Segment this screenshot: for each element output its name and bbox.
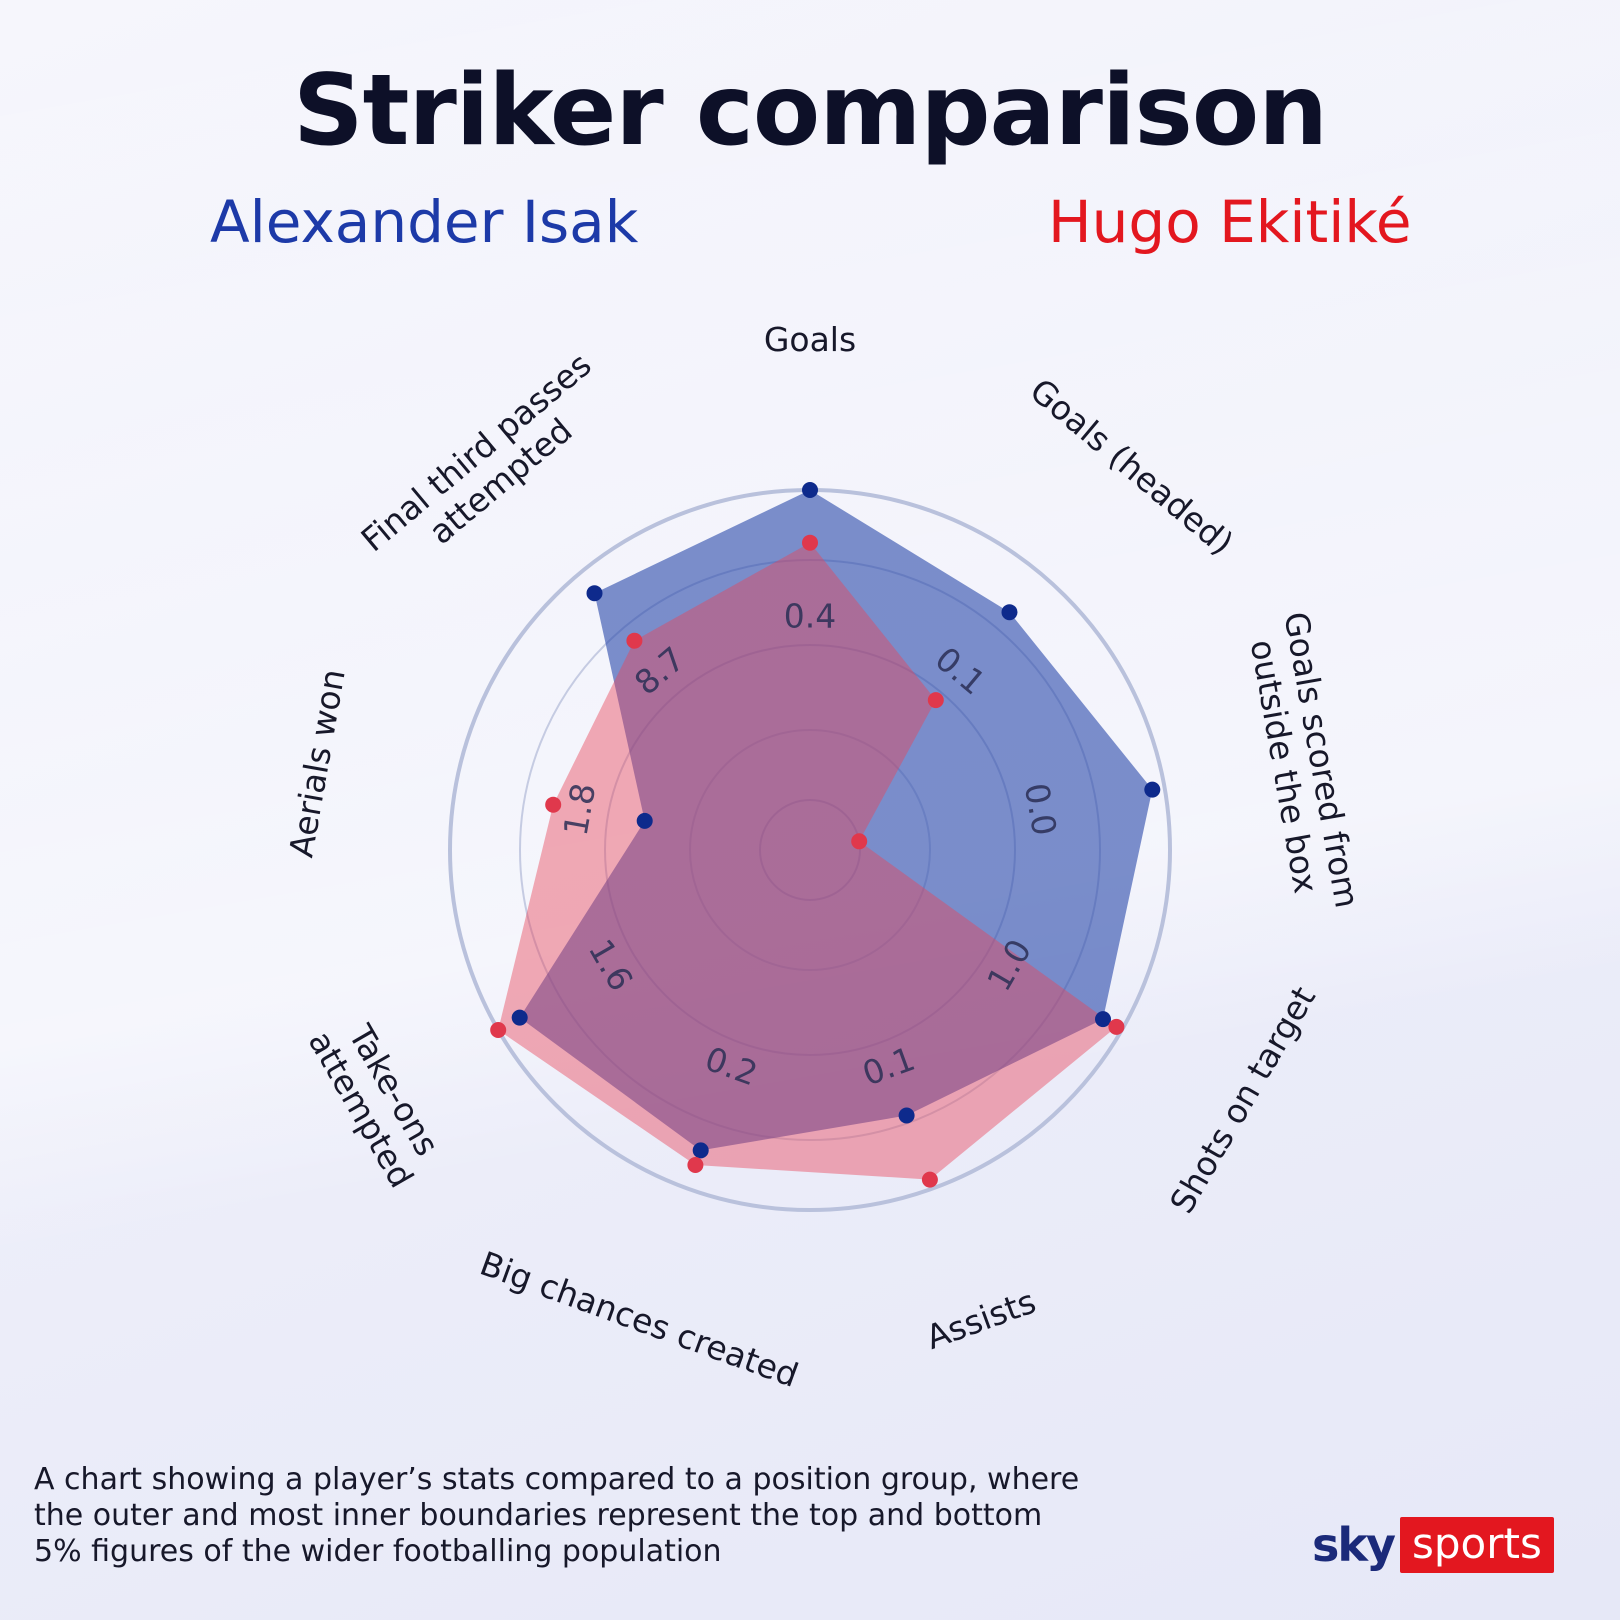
series-point: [851, 833, 868, 850]
series-point: [1001, 604, 1018, 621]
series-point: [1144, 781, 1161, 798]
axis-label: Aerials won: [281, 666, 352, 860]
axis-label: Goals scored fromoutside the box: [1239, 609, 1367, 918]
logo-sports-text: sports: [1399, 1517, 1554, 1573]
axis-value-label: 0.4: [784, 597, 836, 636]
series-point: [802, 482, 818, 498]
series-point: [921, 1171, 938, 1188]
series-point: [636, 812, 653, 829]
series-point: [586, 585, 603, 602]
axis-label: Goals (headed): [1023, 371, 1241, 563]
axis-label: Assists: [921, 1282, 1041, 1357]
series-point: [898, 1107, 915, 1124]
series-area-ekitike: [498, 542, 1117, 1180]
series-point: [1108, 1018, 1125, 1035]
axis-label: Take-onsattempted: [301, 1005, 455, 1194]
series-point: [687, 1157, 704, 1173]
series-point: [1095, 1011, 1111, 1028]
axis-value-label: 1.8: [556, 780, 604, 838]
series-area-isak: [519, 490, 1153, 1151]
axis-label: Shots on target: [1162, 980, 1323, 1220]
series-point: [802, 534, 818, 551]
series-point: [692, 1142, 709, 1159]
chart-title: Striker comparison: [293, 54, 1328, 168]
series-point: [511, 1009, 528, 1026]
axis-label: Final third passesattempted: [354, 345, 623, 588]
chart-caption: A chart showing a player’s stats compare…: [34, 1462, 1080, 1569]
logo-sky-text: sky: [1312, 1518, 1396, 1572]
radar-series: [490, 482, 1161, 1188]
axis-value-label: 0.0: [1017, 780, 1065, 838]
series-point: [927, 692, 944, 709]
series-point: [545, 796, 562, 813]
axis-label: Big chances created: [475, 1244, 803, 1395]
sky-sports-logo: sky sports: [1312, 1517, 1554, 1573]
series-point: [626, 632, 643, 649]
series-point: [490, 1022, 507, 1038]
player-a-name: Alexander Isak: [210, 188, 639, 256]
axis-label: Goals: [764, 320, 856, 359]
player-b-name: Hugo Ekitiké: [1048, 188, 1412, 256]
